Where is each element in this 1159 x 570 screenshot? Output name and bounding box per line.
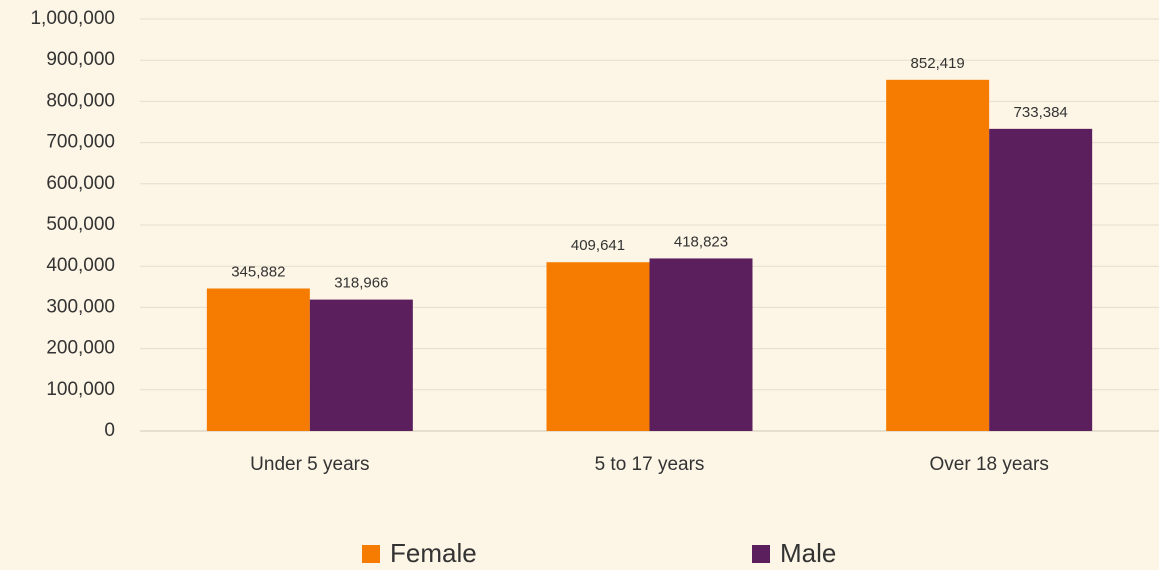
- y-tick-label: 700,000: [46, 132, 115, 153]
- x-tick-label: Over 18 years: [930, 454, 1049, 475]
- y-tick-label: 200,000: [46, 338, 115, 359]
- bar: [886, 79, 990, 431]
- y-tick-label: 0: [104, 420, 115, 441]
- legend-label: Male: [780, 538, 836, 568]
- data-label: 418,823: [674, 233, 728, 250]
- bar: [649, 258, 753, 431]
- y-tick-label: 1,000,000: [30, 8, 115, 29]
- y-tick-label: 600,000: [46, 173, 115, 194]
- y-tick-label: 100,000: [46, 379, 115, 400]
- y-tick-label: 500,000: [46, 214, 115, 235]
- data-label: 345,882: [231, 263, 285, 280]
- bar: [989, 128, 1093, 431]
- data-label: 409,641: [571, 237, 625, 254]
- legend-swatch: [752, 545, 770, 563]
- x-tick-label: 5 to 17 years: [595, 454, 705, 475]
- data-label: 852,419: [911, 55, 965, 72]
- y-tick-label: 300,000: [46, 296, 115, 317]
- data-label: 318,966: [334, 275, 388, 292]
- legend-swatch: [362, 545, 380, 563]
- bar: [309, 299, 413, 431]
- x-tick-label: Under 5 years: [250, 454, 369, 475]
- y-tick-label: 800,000: [46, 90, 115, 111]
- y-tick-label: 900,000: [46, 49, 115, 70]
- legend-label: Female: [390, 538, 477, 568]
- bar: [546, 262, 650, 431]
- data-label: 733,384: [1014, 104, 1068, 121]
- y-tick-label: 400,000: [46, 255, 115, 276]
- bar: [206, 288, 310, 431]
